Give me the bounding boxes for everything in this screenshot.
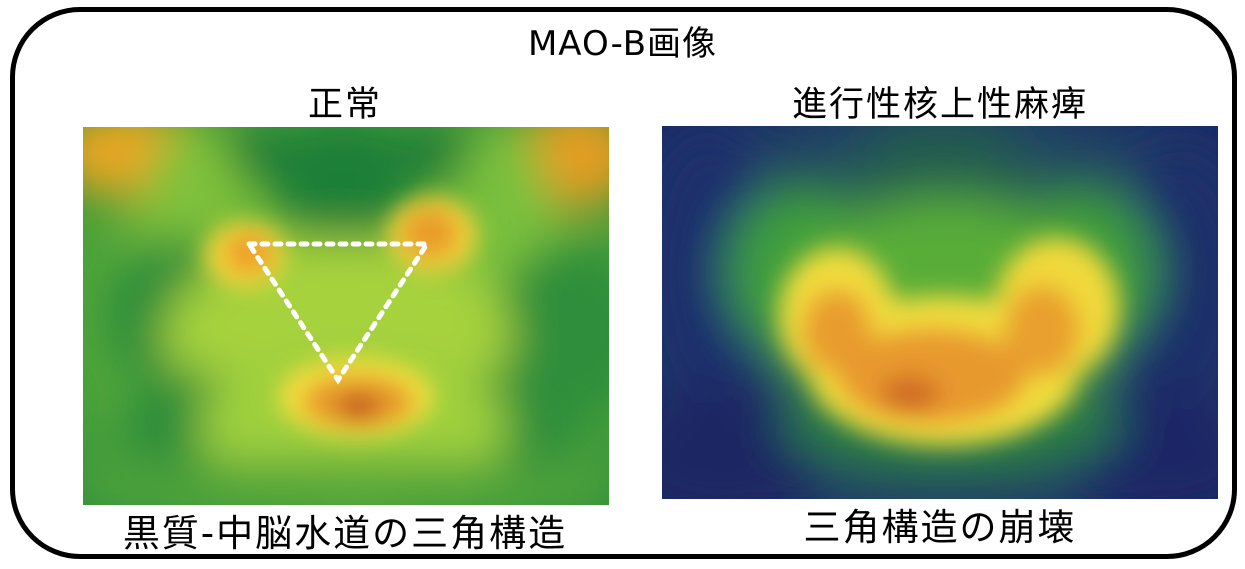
psp-heatmap-image: [662, 126, 1218, 499]
normal-panel-label: 正常: [307, 85, 382, 125]
normal-heatmap-image: [83, 127, 609, 505]
psp-panel-label: 進行性核上性麻痺: [791, 85, 1088, 125]
psp-caption: 三角構造の崩壊: [803, 506, 1077, 549]
triangle-marker: [244, 241, 432, 385]
normal-caption: 黒質-中脳水道の三角構造: [122, 512, 568, 555]
figure-title: MAO-B画像: [527, 24, 718, 64]
